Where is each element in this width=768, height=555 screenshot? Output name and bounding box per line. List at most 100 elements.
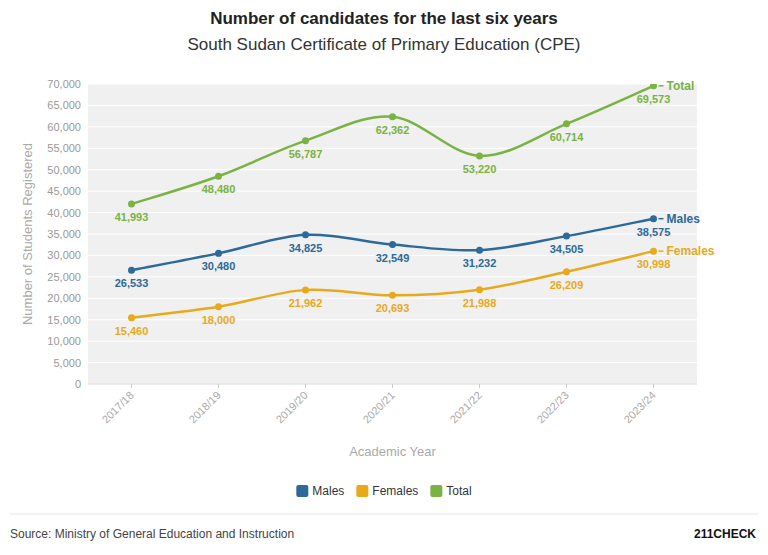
data-label: 62,362 xyxy=(376,124,410,136)
series-end-label: Males xyxy=(667,212,701,226)
source: Source: Ministry of General Education an… xyxy=(10,527,294,541)
y-tick-label: 20,000 xyxy=(47,292,81,304)
point xyxy=(650,84,657,89)
x-tick xyxy=(131,384,132,388)
legend-swatch xyxy=(296,485,308,497)
y-axis-title: Number of Students Registered xyxy=(20,143,35,325)
data-label: 34,505 xyxy=(550,243,584,255)
data-label: 53,220 xyxy=(463,163,497,175)
grid-line xyxy=(88,84,697,85)
x-tick-label: 2018/19 xyxy=(186,389,223,426)
end-label-dash xyxy=(659,218,664,220)
y-tick-label: 55,000 xyxy=(47,142,81,154)
footer-rule xyxy=(10,514,758,515)
point xyxy=(650,248,657,255)
y-tick-label: 10,000 xyxy=(47,335,81,347)
point xyxy=(476,247,483,254)
point xyxy=(128,267,135,274)
y-tick-label: 40,000 xyxy=(47,207,81,219)
legend-swatch xyxy=(356,485,368,497)
point xyxy=(389,113,396,120)
data-label: 56,787 xyxy=(289,148,323,160)
y-tick-label: 30,000 xyxy=(47,249,81,261)
point xyxy=(476,152,483,159)
data-label: 21,962 xyxy=(289,297,323,309)
point xyxy=(215,303,222,310)
x-tick xyxy=(566,384,567,388)
point xyxy=(563,268,570,275)
point xyxy=(302,286,309,293)
end-label-dash xyxy=(659,250,664,252)
grid-line xyxy=(88,191,697,192)
series-line xyxy=(132,86,654,204)
data-label: 60,714 xyxy=(550,131,585,143)
grid-line xyxy=(88,169,697,170)
legend-label: Females xyxy=(372,484,418,498)
point xyxy=(389,241,396,248)
x-tick xyxy=(653,384,654,388)
point xyxy=(215,250,222,257)
y-tick-label: 35,000 xyxy=(47,228,81,240)
point xyxy=(302,231,309,238)
point xyxy=(650,215,657,222)
series-line xyxy=(132,251,654,318)
y-tick-label: 50,000 xyxy=(47,164,81,176)
legend-swatch xyxy=(430,485,442,497)
x-tick-label: 2021/22 xyxy=(447,389,484,426)
data-label: 26,533 xyxy=(115,277,149,289)
subtitle: South Sudan Certificate of Primary Educa… xyxy=(187,35,580,54)
data-label: 30,480 xyxy=(202,260,236,272)
data-label: 20,693 xyxy=(376,302,410,314)
y-tick-label: 0 xyxy=(75,378,81,390)
data-label: 48,480 xyxy=(202,183,236,195)
series-end-label: Females xyxy=(667,244,715,258)
point xyxy=(563,233,570,240)
grid-line xyxy=(88,276,697,277)
labels: 26,533 30,480 34,825 32,549 31,232 34,505 38,5… xyxy=(115,79,715,337)
grid-line xyxy=(88,212,697,213)
point xyxy=(389,292,396,299)
data-label: 15,460 xyxy=(115,325,149,337)
data-label: 18,000 xyxy=(202,314,236,326)
grid-line xyxy=(88,362,697,363)
chart: Number of candidates for the last six ye… xyxy=(0,0,768,555)
y-tick-label: 60,000 xyxy=(47,121,81,133)
y-tick-label: 45,000 xyxy=(47,185,81,197)
point xyxy=(128,201,135,208)
point xyxy=(563,120,570,127)
data-label: 32,549 xyxy=(376,252,410,264)
end-label-dash xyxy=(659,85,664,87)
point xyxy=(215,173,222,180)
plot-background xyxy=(88,84,697,384)
data-label: 69,573 xyxy=(637,93,671,105)
x-tick xyxy=(392,384,393,388)
x-tick-label: 2023/24 xyxy=(621,389,658,426)
x-tick xyxy=(305,384,306,388)
y-tick-label: 65,000 xyxy=(47,99,81,111)
grid-line xyxy=(88,234,697,235)
data-label: 21,988 xyxy=(463,297,497,309)
title: Number of candidates for the last six ye… xyxy=(210,9,558,28)
y-tick-label: 15,000 xyxy=(47,314,81,326)
data-label: 38,575 xyxy=(637,226,671,238)
data-label: 34,825 xyxy=(289,242,323,254)
x-tick-label: 2017/18 xyxy=(99,389,136,426)
series-end-label: Total xyxy=(667,79,695,93)
point xyxy=(128,314,135,321)
y-tick-label: 25,000 xyxy=(47,271,81,283)
x-tick xyxy=(218,384,219,388)
grid-line xyxy=(88,341,697,342)
data-label: 31,232 xyxy=(463,257,497,269)
marks xyxy=(128,84,657,321)
y-tick-label: 5,000 xyxy=(53,357,81,369)
grid-line xyxy=(88,319,697,320)
legend-label: Total xyxy=(446,484,471,498)
logo: 211CHECK xyxy=(694,527,756,541)
data-label: 30,998 xyxy=(637,258,671,270)
point xyxy=(302,137,309,144)
x-tick xyxy=(479,384,480,388)
x-tick-label: 2020/21 xyxy=(360,389,397,426)
x-tick-label: 2019/20 xyxy=(273,389,310,426)
point xyxy=(476,286,483,293)
legend: MalesFemalesTotal xyxy=(296,484,471,498)
